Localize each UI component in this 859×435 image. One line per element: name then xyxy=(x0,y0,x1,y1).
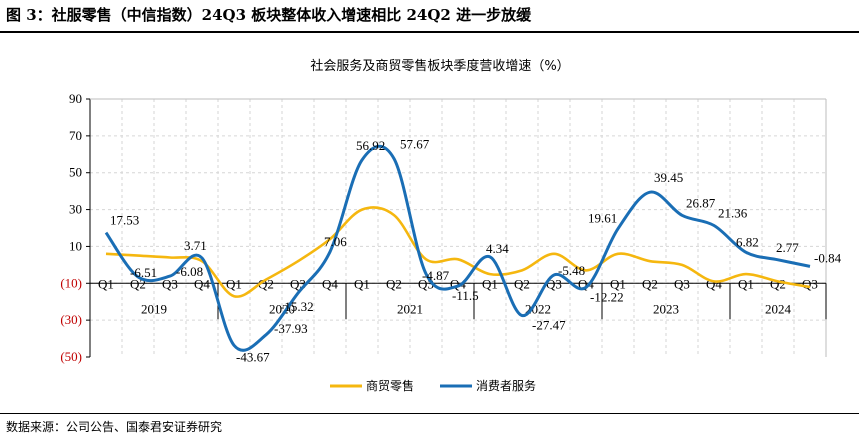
footer-rule xyxy=(0,413,859,414)
data-labels: 17.53 -6.51 -6.08 3.71 -43.67 -37.93 -15.32 7.0… xyxy=(110,137,842,365)
data-label: -37.93 xyxy=(274,321,308,336)
x-tick-label: Q3 xyxy=(162,276,178,291)
series-lines xyxy=(104,144,811,352)
data-label: 39.45 xyxy=(654,170,683,185)
x-tick-label: Q2 xyxy=(514,276,530,291)
year-label: 2022 xyxy=(525,301,551,316)
data-label: -0.84 xyxy=(814,250,842,265)
year-label: 2024 xyxy=(765,301,792,316)
x-tick-label: Q1 xyxy=(354,276,370,291)
year-label: 2021 xyxy=(397,301,423,316)
data-label: -6.51 xyxy=(130,265,157,280)
data-label: 2.77 xyxy=(776,240,799,255)
x-tick-label: Q1 xyxy=(226,276,242,291)
figure-caption: 图 3：社服零售（中信指数）24Q3 板块整体收入增速相比 24Q2 进一步放缓 xyxy=(6,6,532,24)
data-label: -4.87 xyxy=(422,268,450,283)
y-tick-label: 70 xyxy=(69,128,82,143)
x-tick-label: Q3 xyxy=(290,276,306,291)
data-label: 17.53 xyxy=(110,213,139,228)
y-tick-label: 10 xyxy=(69,238,82,253)
x-tick-label: Q4 xyxy=(194,276,210,291)
data-label: -6.08 xyxy=(176,264,203,279)
data-label: -11.5 xyxy=(452,288,479,303)
caption-rule xyxy=(0,31,859,33)
data-label: 6.82 xyxy=(736,234,759,249)
chart-title: 社会服务及商贸零售板块季度营收增速（%） xyxy=(310,58,569,74)
data-label: 21.36 xyxy=(718,205,748,220)
year-label: 2023 xyxy=(653,301,679,316)
axes: (50) (30) (10) 10 30 50 70 90 Q1 Q2 Q3 Q4 Q1 Q2 Q3 Q4 Q1… xyxy=(60,91,827,364)
legend-label-retail: 商贸零售 xyxy=(366,378,414,393)
chart: 社会服务及商贸零售板块季度营收增速（%） (50) (30) (10) 10 30 50 7… xyxy=(60,58,842,393)
y-tick-label: 90 xyxy=(69,91,82,106)
legend: 商贸零售 消费者服务 xyxy=(330,378,536,393)
x-tick-label: Q3 xyxy=(674,276,690,291)
legend-label-consumer-services: 消费者服务 xyxy=(476,378,536,393)
data-label: 7.06 xyxy=(324,234,347,249)
data-label: -15.32 xyxy=(280,299,314,314)
y-tick-label: 50 xyxy=(69,165,82,180)
x-tick-label: Q3 xyxy=(802,276,818,291)
y-tick-label: (10) xyxy=(60,275,82,290)
x-tick-label: Q1 xyxy=(738,276,754,291)
x-tick-label: Q4 xyxy=(322,276,338,291)
data-label: 26.87 xyxy=(686,195,716,210)
x-tick-label: Q2 xyxy=(258,276,274,291)
data-label: -5.48 xyxy=(558,263,585,278)
data-label: 3.71 xyxy=(184,238,207,253)
data-label: -43.67 xyxy=(236,349,270,364)
data-label: 56.92 xyxy=(356,138,385,153)
data-label: 19.61 xyxy=(588,211,617,226)
x-tick-label: Q1 xyxy=(98,276,114,291)
series-line-retail xyxy=(105,206,811,298)
year-label: 2019 xyxy=(141,301,167,316)
x-tick-label: Q1 xyxy=(482,276,498,291)
y-tick-label: (50) xyxy=(60,349,82,364)
y-tick-label: 30 xyxy=(69,202,82,217)
x-tick-label: Q2 xyxy=(642,276,658,291)
series-line-consumer-services xyxy=(104,144,811,352)
y-tick-label: (30) xyxy=(60,312,82,327)
data-label: 4.34 xyxy=(486,241,509,256)
x-tick-label: Q2 xyxy=(386,276,402,291)
x-tick-label: Q1 xyxy=(610,276,626,291)
data-label: -27.47 xyxy=(532,317,566,332)
data-label: 57.67 xyxy=(400,137,430,152)
source-note: 数据来源：公司公告、国泰君安证券研究 xyxy=(6,420,223,434)
data-label: -12.22 xyxy=(590,289,624,304)
